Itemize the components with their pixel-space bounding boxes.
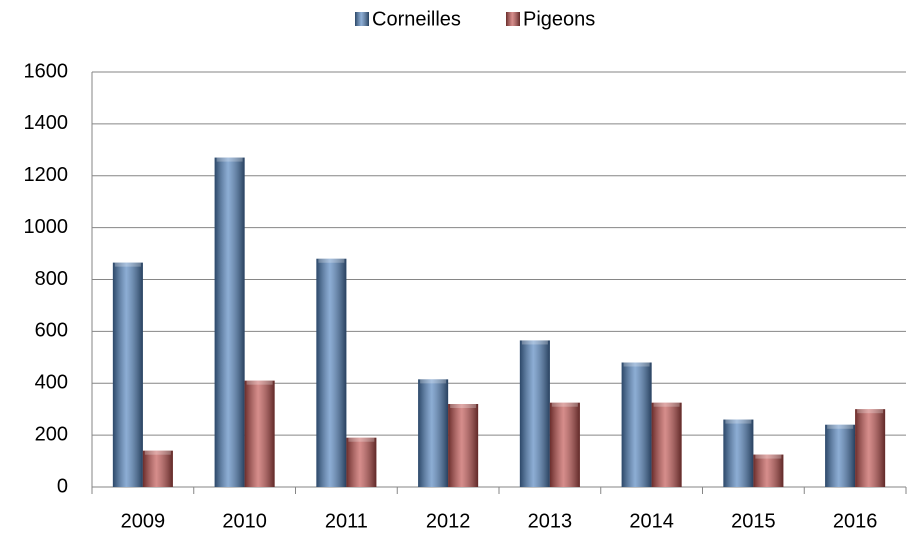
bar-shade xyxy=(214,157,245,487)
bar-shade xyxy=(346,437,377,487)
y-tick-label: 1400 xyxy=(24,112,69,134)
bar-shade xyxy=(855,409,886,487)
bar-shade xyxy=(418,379,449,487)
y-tick-label: 200 xyxy=(35,423,68,445)
bar-cap xyxy=(653,402,680,407)
bar-shade xyxy=(142,450,173,487)
x-tick-label: 2015 xyxy=(731,510,776,532)
bar-shade xyxy=(723,419,754,487)
y-tick-label: 1000 xyxy=(24,216,69,238)
bar-cap xyxy=(521,340,548,345)
y-tick-label: 400 xyxy=(35,372,68,394)
bar-cap xyxy=(348,437,375,442)
bar-shade xyxy=(621,362,652,487)
bar-shade xyxy=(825,424,856,487)
bar-shade xyxy=(244,380,275,487)
bar-cap xyxy=(420,379,447,384)
legend-label: Corneilles xyxy=(372,8,461,30)
bar-shade xyxy=(448,404,479,487)
bar-shade xyxy=(519,340,550,487)
bar-cap xyxy=(827,424,854,429)
bar-cap xyxy=(216,157,243,162)
bar-cap xyxy=(551,402,578,407)
bar-cap xyxy=(857,409,884,414)
bar-shade xyxy=(316,258,347,487)
x-tick-label: 2014 xyxy=(629,510,674,532)
x-tick-label: 2011 xyxy=(325,510,368,532)
bar-shade xyxy=(112,262,143,487)
legend-swatch-shade xyxy=(506,12,520,26)
bar-cap xyxy=(755,454,782,459)
y-tick-label: 800 xyxy=(35,268,68,290)
y-tick-label: 1200 xyxy=(24,164,69,186)
legend-label: Pigeons xyxy=(523,8,595,30)
bar-cap xyxy=(450,404,477,408)
bar-cap xyxy=(623,362,650,367)
bar-shade xyxy=(651,402,682,487)
x-tick-label: 2010 xyxy=(222,510,267,532)
y-tick-label: 1600 xyxy=(24,60,69,82)
bar-shade xyxy=(753,454,784,487)
bar-cap xyxy=(144,450,171,455)
bar-cap xyxy=(725,419,752,424)
x-tick-label: 2009 xyxy=(121,510,166,532)
x-tick-label: 2013 xyxy=(528,510,573,532)
y-tick-label: 600 xyxy=(35,320,68,342)
legend-swatch-shade xyxy=(355,12,369,26)
y-tick-label: 0 xyxy=(57,475,68,497)
bar-cap xyxy=(318,258,345,263)
bar-cap xyxy=(246,380,273,385)
bar-cap xyxy=(114,262,141,267)
x-tick-label: 2012 xyxy=(426,510,471,532)
bar-shade xyxy=(549,402,580,487)
x-tick-label: 2016 xyxy=(833,510,878,532)
